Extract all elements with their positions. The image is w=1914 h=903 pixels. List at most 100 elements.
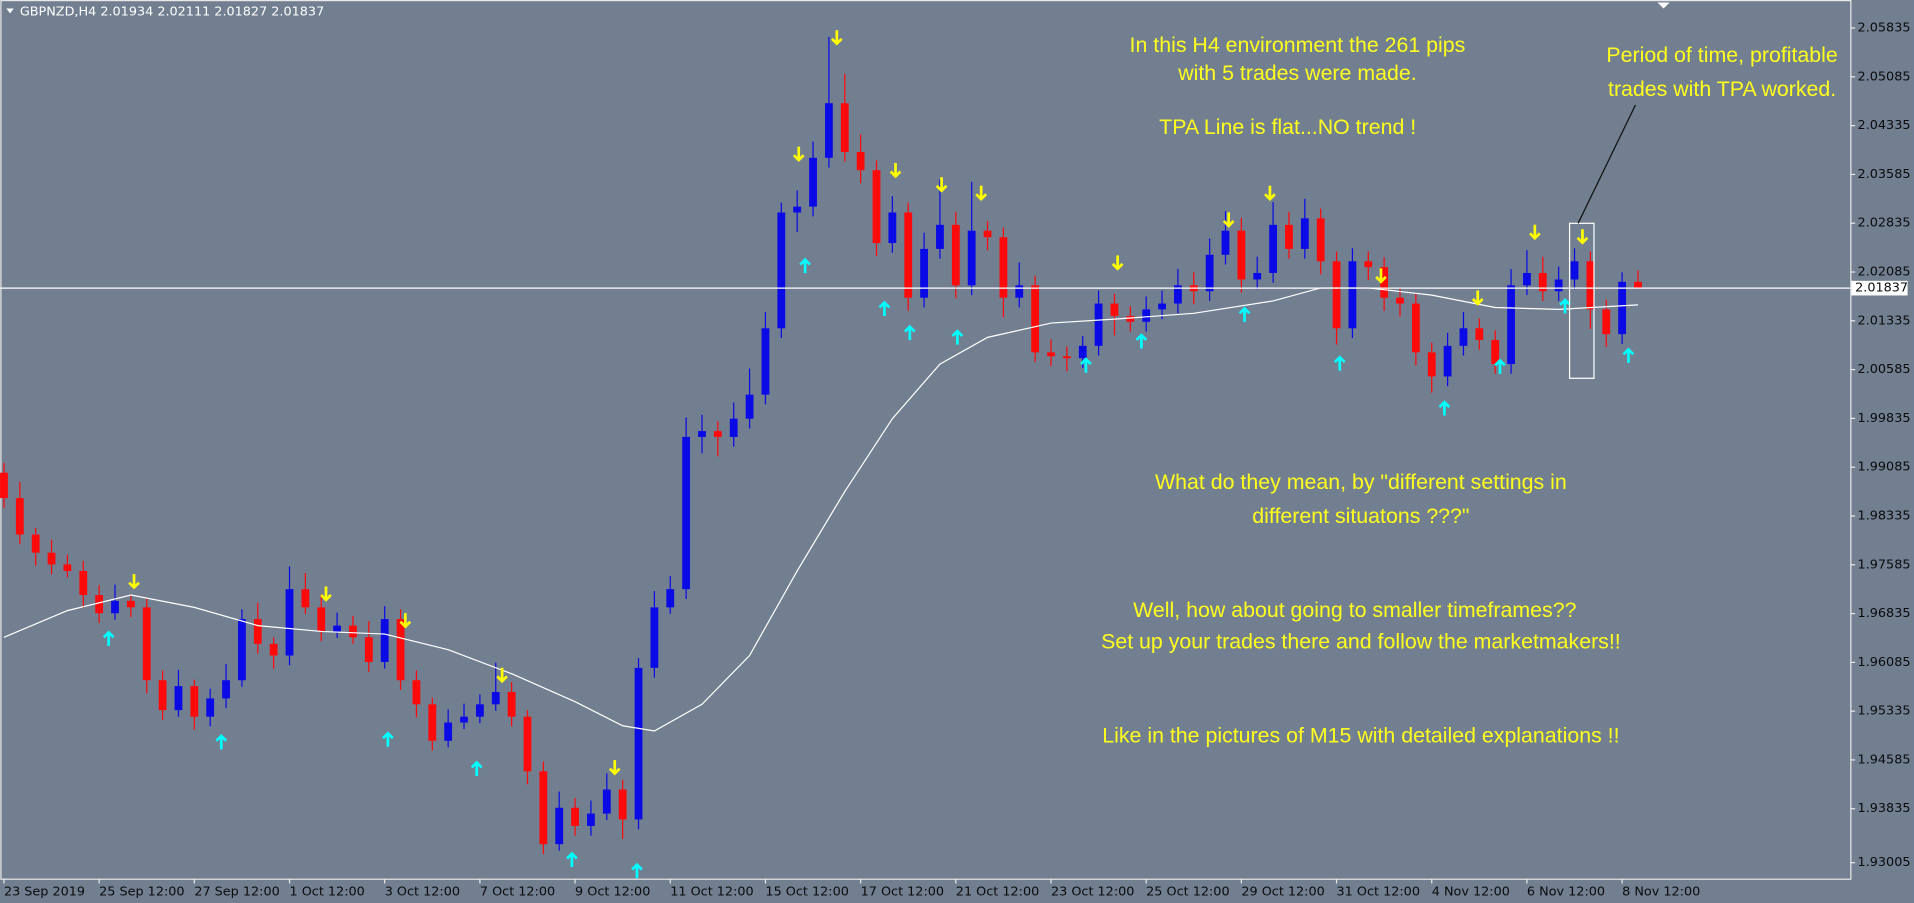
candle-body xyxy=(1158,303,1166,310)
candle-body xyxy=(713,431,722,437)
x-tick-label: 4 Nov 12:00 xyxy=(1432,885,1510,900)
candle-body xyxy=(650,607,659,668)
sell-arrow xyxy=(1264,185,1276,202)
candle-body xyxy=(1078,345,1087,359)
y-tick-label: 1.97585 xyxy=(1858,557,1911,572)
candle-body xyxy=(1411,303,1420,353)
y-tick-label: 2.04335 xyxy=(1858,118,1911,133)
candle-body xyxy=(777,212,786,329)
candle-body xyxy=(491,691,500,705)
buy-arrow xyxy=(215,733,228,750)
candle-body xyxy=(190,686,199,717)
annotation: different situatons ???" xyxy=(1252,504,1469,528)
buy-arrow xyxy=(878,300,891,317)
candle-body xyxy=(364,637,373,663)
candle-body xyxy=(587,813,595,826)
candle-body xyxy=(428,704,437,741)
annotation: In this H4 environment the 261 pips xyxy=(1130,33,1466,57)
candle-body xyxy=(1269,224,1278,273)
candle-body xyxy=(840,103,849,152)
candle-body xyxy=(444,722,453,741)
plot: 2.05835 2.05085 2.04335 2.03585 2.02835 2.020… xyxy=(0,21,1910,900)
candle-body xyxy=(824,103,833,158)
candle-body xyxy=(111,600,119,614)
annotation: trades with TPA worked. xyxy=(1608,77,1836,101)
sell-arrow xyxy=(889,162,902,179)
x-tick-label: 23 Sep 2019 xyxy=(4,885,85,900)
candle-body xyxy=(634,667,643,820)
shift-marker xyxy=(1657,2,1670,9)
candle-body xyxy=(1285,224,1293,249)
y-tick-label: 2.05085 xyxy=(1858,69,1911,84)
sell-arrow xyxy=(496,667,508,684)
candle-body xyxy=(475,704,484,717)
candle-body xyxy=(63,564,72,571)
candle-body xyxy=(1237,230,1246,280)
y-tick-label: 2.01335 xyxy=(1858,313,1911,328)
candle-body xyxy=(412,680,421,705)
candle-body xyxy=(333,625,342,632)
candle-body xyxy=(1221,230,1230,255)
candle-body xyxy=(1332,261,1341,329)
candle-body xyxy=(729,418,738,437)
annotation: Set up your trades there and follow the … xyxy=(1101,630,1621,654)
x-tick-label: 29 Oct 12:00 xyxy=(1241,885,1324,900)
candle-body xyxy=(523,716,532,772)
candle-body xyxy=(1618,281,1627,335)
sell-arrow xyxy=(128,574,140,590)
sell-arrow xyxy=(1529,224,1541,241)
buy-arrow xyxy=(1238,306,1251,322)
sell-arrow xyxy=(1111,255,1124,271)
candle-body xyxy=(349,625,357,638)
candle-body xyxy=(888,212,897,244)
y-tick-label: 2.02835 xyxy=(1858,216,1911,231)
candle-body xyxy=(698,431,706,437)
candle-body xyxy=(15,498,24,535)
buy-arrow xyxy=(1559,298,1571,314)
candle-body xyxy=(285,589,294,656)
sell-arrow xyxy=(320,586,332,602)
candle-body xyxy=(158,680,167,711)
candle-body xyxy=(666,589,675,608)
candle-body xyxy=(1427,352,1436,377)
menu-triangle xyxy=(6,8,14,14)
candle-body xyxy=(1126,315,1135,322)
sell-arrow xyxy=(935,177,948,193)
candle-body xyxy=(79,570,88,596)
sell-arrow xyxy=(975,185,988,202)
candle-body xyxy=(1554,279,1563,292)
candle-body xyxy=(206,698,215,717)
y-tick-label: 1.96835 xyxy=(1858,606,1911,621)
candle-body xyxy=(0,472,8,499)
buy-arrow xyxy=(102,630,115,646)
candle-body xyxy=(1570,261,1579,280)
candle-body xyxy=(380,619,389,663)
candle-body xyxy=(904,212,913,298)
candle-body xyxy=(1253,272,1262,280)
price-label-box xyxy=(1851,280,1908,296)
candle-body xyxy=(936,224,944,249)
y-tick-label: 1.96085 xyxy=(1858,655,1911,670)
candle-body xyxy=(1142,309,1151,322)
x-tick-label: 21 Oct 12:00 xyxy=(956,885,1039,900)
candle-body xyxy=(967,230,976,286)
candle-body xyxy=(999,237,1008,298)
x-tick-label: 23 Oct 12:00 xyxy=(1051,885,1134,900)
price-label: 2.01837 xyxy=(1855,281,1908,296)
candle-body xyxy=(126,600,135,608)
candle-body xyxy=(507,691,516,717)
candle-body xyxy=(222,680,230,699)
y-tick-label: 2.05835 xyxy=(1858,21,1911,36)
candle-body xyxy=(555,807,564,845)
y-tick-label: 2.03585 xyxy=(1858,167,1911,182)
candle-body xyxy=(1491,339,1500,365)
x-tick-label: 7 Oct 12:00 xyxy=(480,885,555,900)
annotation: What do they mean, by "different setting… xyxy=(1155,470,1567,494)
candle-body xyxy=(1634,281,1642,289)
annotation: Period of time, profitable xyxy=(1606,43,1837,67)
candle-body xyxy=(1475,328,1484,340)
sell-arrow xyxy=(792,146,805,163)
callout-line xyxy=(1577,104,1637,224)
candle-body xyxy=(1459,328,1468,346)
candle-body xyxy=(253,619,262,644)
